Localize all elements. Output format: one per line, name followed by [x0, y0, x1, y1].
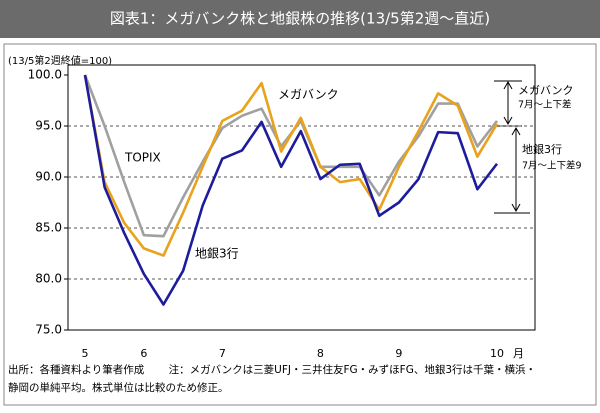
series-label: メガバンク: [278, 88, 339, 102]
y-tick-label: 75.0: [35, 323, 62, 337]
y-tick-label: 100.0: [28, 68, 62, 82]
y-tick-label: 90.0: [35, 170, 62, 184]
plot-area: [67, 64, 536, 331]
series-line: [83, 74, 499, 257]
x-tick-label: 6: [140, 347, 147, 360]
chart-title: 図表1：メガバンク株と地銀株の推移(13/5第2週～直近): [110, 10, 490, 28]
note: 出所：各種資料より筆者作成 注：メガバンクは三菱UFJ・三井住友FG・みずほFG…: [8, 363, 536, 376]
title-bar: [0, 0, 600, 38]
frame: [3, 43, 597, 406]
y-tick-label: 85.0: [35, 221, 62, 235]
series-label: 地銀3行: [195, 247, 239, 261]
x-tick-label: 7: [219, 347, 226, 360]
series-line: [83, 74, 499, 306]
x-tick-label: 5: [82, 347, 89, 360]
annotation: 7月～上下差9: [522, 160, 582, 172]
x-unit: 月: [513, 347, 524, 360]
annotation: 7月～上下差: [518, 99, 572, 111]
y-tick-label: 95.0: [35, 119, 62, 133]
annotation: メガバンク: [518, 84, 574, 97]
x-tick-label: 8: [317, 347, 324, 360]
x-tick-label: 9: [395, 347, 402, 360]
y-axis-label: (13/5第2週終値=100): [8, 54, 112, 67]
y-tick-label: 80.0: [35, 272, 62, 286]
note: 静岡の単純平均。株式単位は比較のため修正。: [8, 381, 229, 394]
series-label: TOPIX: [124, 151, 161, 165]
label-bg: [519, 140, 595, 180]
x-tick-label: 10: [490, 347, 504, 360]
bracket: [494, 80, 530, 214]
annotation: 地銀3行: [522, 142, 562, 156]
